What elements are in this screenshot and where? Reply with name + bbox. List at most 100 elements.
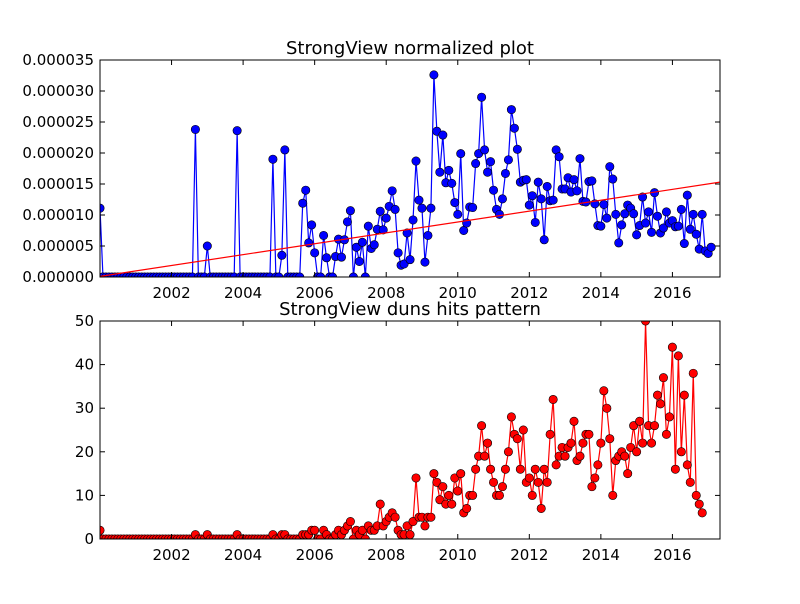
- normalized-data-point: [554, 152, 564, 162]
- normalized-data-point: [632, 230, 642, 240]
- normalized-data-point: [447, 178, 457, 188]
- normalized-data-point: [530, 217, 540, 227]
- normalized-data-point: [539, 235, 549, 245]
- normalized-data-point: [524, 200, 534, 210]
- normalized-data-point: [629, 209, 639, 219]
- normalized-data-point: [685, 224, 695, 234]
- duns-hits-data-point: [608, 490, 618, 500]
- normalized-y-tick-label: 0.000025: [22, 113, 94, 131]
- duns-hits-data-point: [691, 490, 701, 500]
- duns-hits-data-point: [462, 503, 472, 513]
- normalized-data-point: [497, 194, 507, 204]
- normalized-data-point: [620, 209, 630, 219]
- normalized-data-point: [572, 186, 582, 196]
- normalized-data-point: [429, 70, 439, 80]
- normalized-data-point: [480, 145, 490, 155]
- normalized-x-tick-label: 2006: [296, 284, 334, 302]
- normalized-y-tick-label: 0.000035: [22, 51, 94, 69]
- normalized-y-tick-label: 0.000005: [22, 237, 94, 255]
- duns-hits-y-tick-label: 10: [75, 486, 94, 504]
- duns-hits-data-point: [468, 490, 478, 500]
- duns-hits-x-tick-label: 2016: [653, 546, 691, 564]
- normalized-data-point: [435, 167, 445, 177]
- duns-hits-data-point: [375, 499, 385, 509]
- duns-hits-data-point: [566, 438, 576, 448]
- duns-hits-data-point: [605, 434, 615, 444]
- duns-hits-x-tick-label: 2014: [582, 546, 620, 564]
- normalized-data-point: [614, 238, 624, 248]
- duns-hits-data-point: [480, 451, 490, 461]
- duns-hits-data-point: [578, 438, 588, 448]
- duns-hits-data-point: [694, 499, 704, 509]
- normalized-data-point: [641, 218, 651, 228]
- normalized-data-point: [402, 228, 412, 238]
- duns-hits-x-tick-label: 2004: [224, 546, 262, 564]
- normalized-data-point: [444, 165, 454, 175]
- duns-hits-data-point: [560, 451, 570, 461]
- normalized-data-point: [301, 185, 311, 195]
- duns-hits-data-point: [667, 342, 677, 352]
- normalized-x-tick-label: 2004: [224, 284, 262, 302]
- normalized-data-point: [638, 192, 648, 202]
- duns-hits-data-point: [641, 321, 651, 326]
- duns-hits-data-point: [599, 386, 609, 396]
- normalized-data-point: [298, 198, 308, 208]
- normalized-data-point: [611, 209, 621, 219]
- duns-hits-data-point: [602, 403, 612, 413]
- duns-hits-plot-area: [100, 321, 707, 539]
- normalized-data-point: [477, 92, 487, 102]
- normalized-data-point: [414, 195, 424, 205]
- duns-hits-data-point: [512, 434, 522, 444]
- normalized-data-point: [426, 203, 436, 213]
- normalized-x-tick-label: 2002: [152, 284, 190, 302]
- duns-hits-data-point: [426, 512, 436, 522]
- normalized-data-point: [336, 252, 346, 262]
- duns-hits-data-point: [575, 451, 585, 461]
- duns-hits-data-point: [542, 477, 552, 487]
- normalized-data-point: [605, 162, 615, 172]
- normalized-data-point: [542, 181, 552, 191]
- duns-hits-data-point: [420, 521, 430, 531]
- normalized-data-point: [661, 207, 671, 217]
- duns-hits-data-point: [635, 416, 645, 426]
- normalized-data-point: [342, 217, 352, 227]
- normalized-data-point: [682, 190, 692, 200]
- normalized-data-point: [468, 203, 478, 213]
- duns-hits-data-point: [405, 530, 415, 539]
- duns-hits-data-point: [429, 469, 439, 479]
- normalized-data-point: [459, 226, 469, 236]
- duns-hits-data-point: [569, 416, 579, 426]
- duns-hits-data-point: [673, 351, 683, 361]
- duns-hits-data-point: [518, 425, 528, 435]
- normalized-x-tick-label: 2012: [510, 284, 548, 302]
- normalized-data-point: [277, 250, 287, 260]
- normalized-data-point: [322, 253, 332, 263]
- normalized-data-point: [420, 257, 430, 267]
- duns-hits-data-point: [506, 412, 516, 422]
- normalized-data-point: [310, 248, 320, 258]
- duns-hits-data-point: [647, 438, 657, 448]
- duns-hits-data-point: [530, 464, 540, 474]
- normalized-data-point: [393, 248, 403, 258]
- normalized-x-tick-label: 2008: [367, 284, 405, 302]
- normalized-data-point: [423, 230, 433, 240]
- normalized-data-point: [691, 229, 701, 239]
- normalized-data-point: [697, 209, 707, 219]
- duns-hits-data-point: [539, 464, 549, 474]
- duns-hits-data-point: [661, 429, 671, 439]
- normalized-data-point: [676, 204, 686, 214]
- duns-hits-data-point: [500, 464, 510, 474]
- normalized-data-point: [506, 105, 516, 115]
- duns-hits-data-point: [596, 438, 606, 448]
- duns-hits-y-tick-label: 30: [75, 399, 94, 417]
- duns-hits-data-point: [676, 447, 686, 457]
- duns-hits-data-point: [650, 421, 660, 431]
- normalized-data-point: [483, 167, 493, 177]
- normalized-data-point: [450, 198, 460, 208]
- duns-hits-data-point: [590, 473, 600, 483]
- duns-hits-data-point: [679, 390, 689, 400]
- normalized-data-point: [679, 239, 689, 249]
- duns-hits-data-point: [524, 473, 534, 483]
- duns-hits-data-point: [533, 477, 543, 487]
- normalized-data-point: [658, 223, 668, 233]
